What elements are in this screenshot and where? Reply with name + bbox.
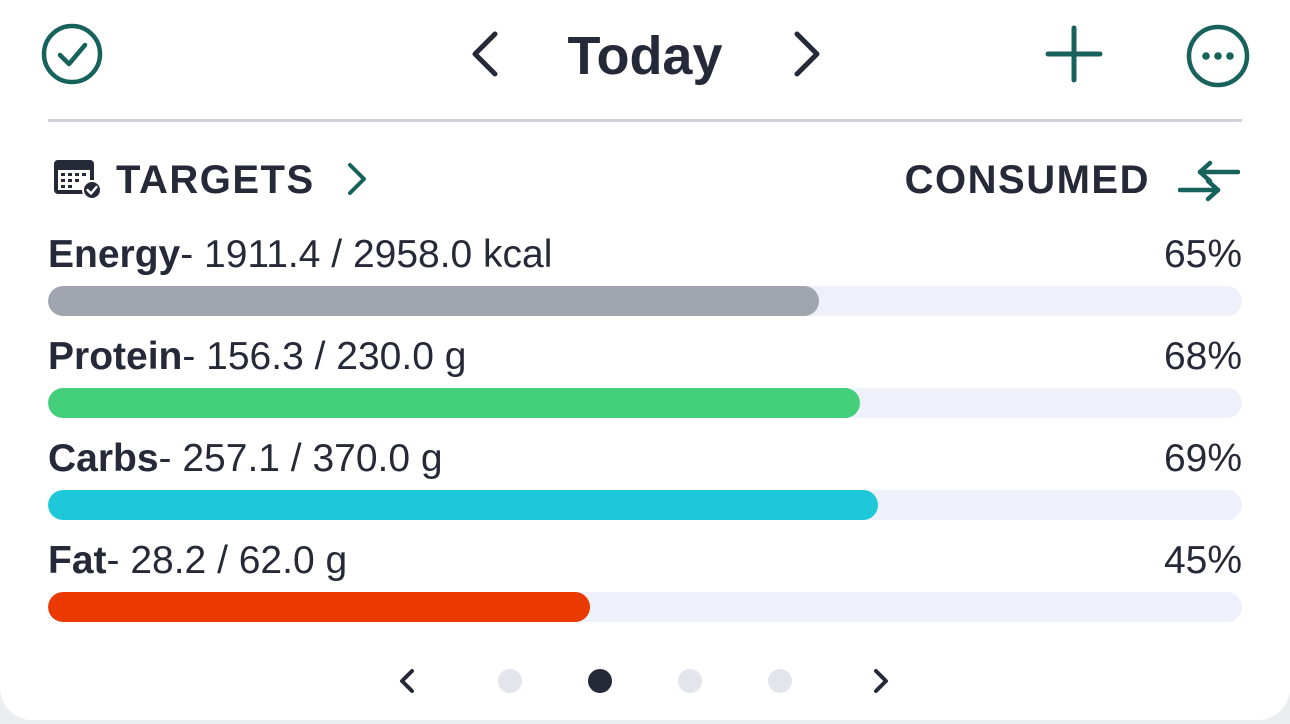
nutrient-energy[interactable]: Energy- 1911.4 / 2958.0 kcal 65% [48, 230, 1242, 326]
nutrient-name: Fat [48, 539, 107, 582]
next-day-button[interactable] [782, 26, 830, 82]
nutrient-percent: 68% [1163, 335, 1242, 378]
nutrient-value: - 1911.4 / 2958.0 kcal [180, 233, 553, 276]
nutrient-value: - 28.2 / 62.0 g [106, 539, 348, 582]
progress-fill [48, 388, 860, 418]
check-circle-icon[interactable] [40, 22, 104, 86]
page-indicator [0, 655, 1290, 705]
pager-prev-button[interactable] [390, 663, 424, 699]
nutrient-fat[interactable]: Fat- 28.2 / 62.0 g 45% [48, 536, 1242, 632]
more-options-button[interactable] [1184, 22, 1252, 90]
pager-next-button[interactable] [864, 663, 898, 699]
progress-track [48, 490, 1242, 520]
targets-chevron-icon[interactable] [340, 156, 374, 202]
progress-track [48, 286, 1242, 316]
progress-track [48, 388, 1242, 418]
chevron-right-icon [874, 669, 888, 693]
progress-fill [48, 592, 591, 622]
calendar-check-icon [52, 156, 102, 200]
nutrient-name: Carbs [48, 437, 159, 480]
consumed-label[interactable]: CONSUMED [904, 158, 1150, 202]
nutrient-percent: 65% [1163, 233, 1242, 276]
nutrient-percent: 45% [1163, 539, 1242, 582]
add-button[interactable] [1042, 22, 1106, 86]
plus-icon [1045, 25, 1103, 83]
targets-row: TARGETS CONSUMED [48, 150, 1242, 210]
previous-day-button[interactable] [462, 26, 510, 82]
chevron-left-icon [400, 669, 414, 693]
nutrient-name: Energy [48, 233, 181, 276]
page-title: Today [567, 26, 723, 86]
chevron-right-icon [794, 31, 820, 77]
chevron-left-icon [472, 31, 498, 77]
swap-arrows-icon[interactable] [1177, 160, 1241, 202]
more-circle-icon [1186, 24, 1250, 88]
progress-fill [48, 490, 878, 520]
top-bar: Today [0, 0, 1290, 122]
progress-track [48, 592, 1242, 622]
page-dot-4[interactable] [768, 669, 792, 693]
nutrient-value: - 156.3 / 230.0 g [182, 335, 467, 378]
page-dot-2[interactable] [588, 669, 612, 693]
page-dot-1[interactable] [498, 669, 522, 693]
nutrient-value: - 257.1 / 370.0 g [158, 437, 443, 480]
header-divider [48, 119, 1242, 122]
targets-label[interactable]: TARGETS [116, 158, 315, 202]
nutrient-carbs[interactable]: Carbs- 257.1 / 370.0 g 69% [48, 434, 1242, 530]
page-dot-3[interactable] [678, 669, 702, 693]
nutrient-name: Protein [48, 335, 183, 378]
nutrient-protein[interactable]: Protein- 156.3 / 230.0 g 68% [48, 332, 1242, 428]
nutrient-percent: 69% [1163, 437, 1242, 480]
progress-fill [48, 286, 820, 316]
